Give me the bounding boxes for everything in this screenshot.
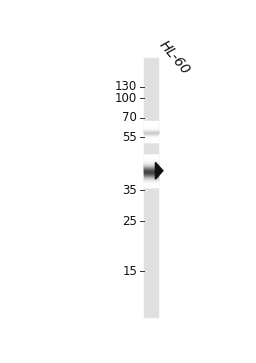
Text: 70: 70 <box>122 111 137 124</box>
Text: 100: 100 <box>115 91 137 105</box>
Text: 35: 35 <box>122 184 137 197</box>
Text: HL-60: HL-60 <box>157 38 193 77</box>
Text: 55: 55 <box>122 131 137 144</box>
Text: 130: 130 <box>115 80 137 93</box>
Text: 25: 25 <box>122 215 137 228</box>
Text: 15: 15 <box>122 265 137 278</box>
Polygon shape <box>155 162 163 179</box>
Bar <box>144 57 158 318</box>
